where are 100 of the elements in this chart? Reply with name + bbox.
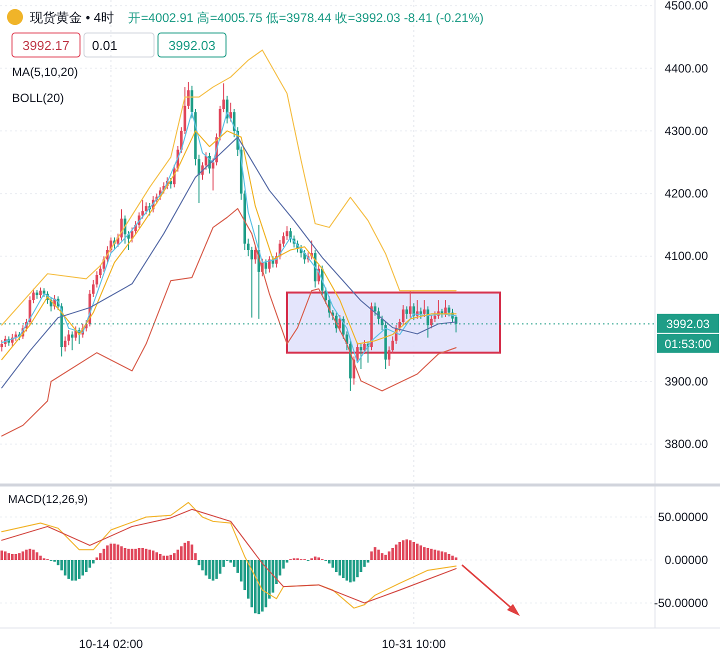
bar xyxy=(25,550,28,560)
y-tick-label: 50.00000 xyxy=(658,510,708,524)
bar xyxy=(187,541,190,560)
bar xyxy=(229,560,232,563)
bar xyxy=(448,554,450,560)
bar xyxy=(32,550,35,560)
bar xyxy=(18,553,21,560)
y-tick-label: 3900.00 xyxy=(664,374,708,389)
bar xyxy=(176,550,180,560)
bar xyxy=(212,560,214,581)
line-series xyxy=(1,50,457,326)
annotation: 3992.17 xyxy=(22,38,70,53)
bar xyxy=(342,560,345,578)
bar xyxy=(254,560,257,614)
bar xyxy=(64,560,66,576)
bar xyxy=(22,551,24,560)
bar xyxy=(394,544,398,560)
bar xyxy=(173,553,176,560)
bar xyxy=(78,560,81,579)
bar xyxy=(141,548,144,560)
bar xyxy=(208,560,211,579)
annotation: BOLL(20) xyxy=(12,91,64,105)
y-tick-label: -50.00000 xyxy=(654,596,708,610)
bar xyxy=(451,556,454,560)
bar xyxy=(99,553,102,560)
bar xyxy=(134,548,137,560)
bar xyxy=(162,556,166,560)
bar xyxy=(335,560,338,572)
ref-line-label: 3992.03 xyxy=(666,316,710,331)
bar xyxy=(81,560,84,576)
bar xyxy=(444,552,447,560)
bar xyxy=(416,544,419,560)
bar xyxy=(116,544,120,560)
annotation: MA(5,10,20) xyxy=(12,65,78,79)
bar xyxy=(0,550,4,560)
bar xyxy=(331,560,334,568)
y-tick-label: 4100.00 xyxy=(664,249,708,264)
bar xyxy=(215,560,218,579)
annotation: MACD(12,26,9) xyxy=(8,494,88,506)
bar xyxy=(96,557,98,560)
bar xyxy=(391,548,394,560)
text: 01:53:00 xyxy=(664,336,712,351)
text: 现货黄金 • 4时 xyxy=(30,10,114,25)
bar xyxy=(169,554,172,560)
bar xyxy=(349,560,352,582)
bar xyxy=(84,560,88,572)
bar xyxy=(338,560,342,576)
bar xyxy=(384,554,387,560)
y-tick-label: 3800.00 xyxy=(664,437,708,452)
y-tick-label: 4500.00 xyxy=(664,0,708,13)
bar xyxy=(158,554,162,560)
bar xyxy=(102,548,106,560)
y-tick-label: 4300.00 xyxy=(664,124,708,138)
bar xyxy=(430,548,433,560)
bar xyxy=(106,545,109,560)
bar xyxy=(39,556,42,560)
annotation: 0.01 xyxy=(92,38,118,53)
bar xyxy=(152,550,154,560)
bar xyxy=(138,548,140,560)
bar xyxy=(70,560,74,581)
bar xyxy=(204,560,208,576)
annotation: 开=4002.91 高=4005.75 低=3978.44 收=3992.03 -8.41 (-0.21%) xyxy=(128,10,484,25)
bar xyxy=(317,557,320,560)
bar xyxy=(184,542,186,560)
bar xyxy=(356,560,359,578)
x-tick-label: 10-31 10:00 xyxy=(382,637,446,651)
bar xyxy=(264,560,268,608)
bar xyxy=(124,548,126,560)
y-tick-label: 4200.00 xyxy=(664,186,708,201)
line-series xyxy=(1,208,457,437)
bar xyxy=(366,560,370,563)
bar xyxy=(74,560,78,581)
bar xyxy=(92,560,95,564)
bar xyxy=(130,548,134,560)
bar xyxy=(67,560,70,579)
bar xyxy=(88,560,92,568)
bar xyxy=(434,550,436,560)
bar xyxy=(180,546,183,560)
bar xyxy=(398,542,401,560)
bar xyxy=(346,560,348,581)
bar xyxy=(166,556,169,560)
bar xyxy=(402,540,405,560)
bar xyxy=(4,551,7,560)
bar xyxy=(148,550,151,560)
bar xyxy=(370,551,373,560)
bar xyxy=(120,546,123,560)
bar xyxy=(127,548,130,560)
bar xyxy=(190,544,194,560)
bar xyxy=(352,560,356,582)
bar xyxy=(377,550,380,560)
bar xyxy=(8,553,10,560)
bar xyxy=(405,539,408,560)
bar xyxy=(144,548,148,560)
bar xyxy=(440,551,444,560)
y-tick-label: 0.00000 xyxy=(664,553,708,568)
bar xyxy=(374,547,376,560)
bar xyxy=(11,554,14,560)
y-tick-label: 4400.00 xyxy=(664,61,708,76)
bar xyxy=(388,551,390,560)
x-tick-label: 10-14 02:00 xyxy=(78,637,144,651)
